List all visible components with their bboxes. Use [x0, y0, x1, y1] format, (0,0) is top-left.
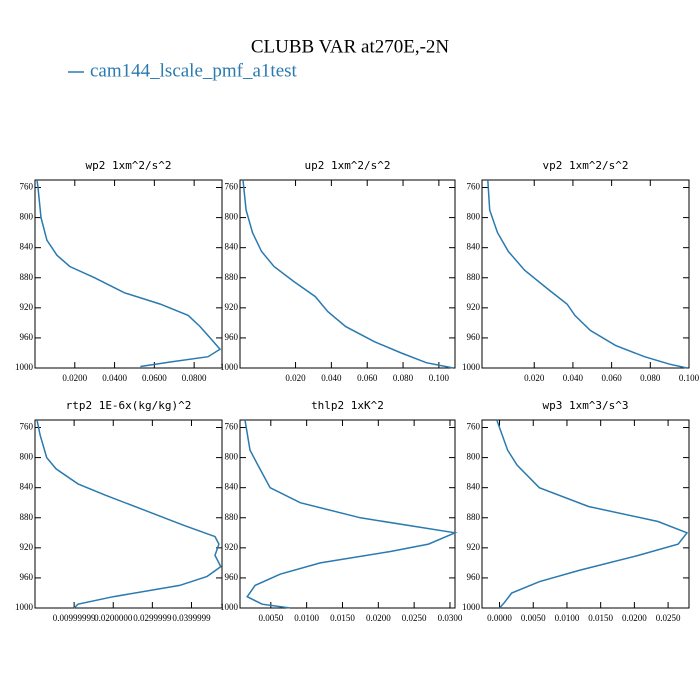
y-tick-label: 760 — [467, 182, 481, 192]
x-tick-label: 0.0100 — [294, 613, 319, 623]
y-tick-label: 1000 — [15, 362, 34, 372]
y-tick-label: 760 — [467, 422, 481, 432]
plot-frame — [481, 179, 690, 369]
y-tick-label: 840 — [20, 242, 34, 252]
x-tick-label: 0.0600 — [142, 373, 167, 383]
y-tick-label: 760 — [20, 182, 34, 192]
plot-frame — [481, 419, 690, 609]
plot-frame — [239, 419, 456, 609]
x-tick-label: 0.0050 — [258, 613, 283, 623]
y-tick-label: 880 — [225, 512, 239, 522]
y-tick-label: 880 — [20, 512, 34, 522]
x-tick-label: 0.0200000 — [94, 613, 133, 623]
panel-title: vp2 1xm^2/s^2 — [542, 159, 628, 172]
y-tick-label: 760 — [225, 182, 239, 192]
x-tick-label: 0.040 — [563, 373, 584, 383]
x-tick-label: 0.080 — [640, 373, 661, 383]
y-tick-label: 880 — [467, 512, 481, 522]
y-tick-label: 760 — [225, 422, 239, 432]
panel-title: rtp2 1E-6x(kg/kg)^2 — [66, 399, 192, 412]
y-tick-label: 840 — [20, 482, 34, 492]
y-tick-label: 960 — [20, 332, 34, 342]
x-tick-label: 0.100 — [429, 373, 450, 383]
y-tick-label: 960 — [467, 572, 481, 582]
x-tick-label: 0.0399999 — [172, 613, 211, 623]
y-tick-label: 800 — [467, 212, 481, 222]
profile-line — [242, 179, 454, 369]
panel-title: thlp2 1xK^2 — [311, 399, 384, 412]
x-tick-label: 0.060 — [357, 373, 378, 383]
profile-line — [244, 419, 458, 609]
x-tick-label: 0.00999999 — [53, 613, 96, 623]
y-tick-label: 960 — [225, 332, 239, 342]
y-tick-label: 960 — [225, 572, 239, 582]
x-tick-label: 0.080 — [393, 373, 414, 383]
y-tick-label: 920 — [467, 302, 481, 312]
profile-line — [36, 419, 222, 609]
y-tick-label: 840 — [467, 242, 481, 252]
x-tick-label: 0.0250 — [656, 613, 681, 623]
figure-title: CLUBB VAR at270E,-2N — [251, 36, 450, 57]
y-tick-label: 1000 — [220, 362, 239, 372]
y-tick-label: 760 — [20, 422, 34, 432]
x-tick-label: 0.0250 — [402, 613, 427, 623]
x-tick-label: 0.0300 — [438, 613, 463, 623]
x-tick-label: 0.0200 — [622, 613, 647, 623]
y-tick-label: 880 — [20, 272, 34, 282]
y-tick-label: 1000 — [15, 602, 34, 612]
x-tick-label: 0.060 — [601, 373, 622, 383]
profile-line — [487, 179, 688, 369]
y-tick-label: 880 — [467, 272, 481, 282]
x-tick-label: 0.100 — [679, 373, 700, 383]
y-tick-label: 920 — [225, 542, 239, 552]
plot-frame — [34, 419, 223, 609]
y-tick-label: 1000 — [462, 362, 481, 372]
x-tick-label: 0.040 — [321, 373, 342, 383]
y-tick-label: 840 — [225, 242, 239, 252]
y-tick-label: 960 — [20, 572, 34, 582]
profile-line — [36, 179, 222, 368]
y-tick-label: 920 — [467, 542, 481, 552]
x-tick-label: 0.0150 — [588, 613, 613, 623]
x-tick-label: 0.0800 — [182, 373, 207, 383]
x-tick-label: 0.0150 — [330, 613, 355, 623]
panel-title: wp2 1xm^2/s^2 — [85, 159, 171, 172]
panel-title: wp3 1xm^3/s^3 — [542, 399, 628, 412]
y-tick-label: 920 — [225, 302, 239, 312]
y-tick-label: 840 — [225, 482, 239, 492]
x-tick-label: 0.0050 — [521, 613, 546, 623]
y-tick-label: 800 — [20, 452, 34, 462]
y-tick-label: 800 — [225, 452, 239, 462]
x-tick-label: 0.0400 — [102, 373, 127, 383]
x-tick-label: 0.020 — [285, 373, 306, 383]
x-tick-label: 0.0299999 — [133, 613, 172, 623]
y-tick-label: 800 — [225, 212, 239, 222]
profile-line — [496, 419, 689, 609]
x-tick-label: 0.0200 — [366, 613, 391, 623]
y-tick-label: 1000 — [220, 602, 239, 612]
y-tick-label: 920 — [20, 542, 34, 552]
x-tick-label: 0.0000 — [487, 613, 512, 623]
y-tick-label: 800 — [467, 452, 481, 462]
plot-frame — [34, 179, 223, 369]
panel-title: up2 1xm^2/s^2 — [304, 159, 390, 172]
y-tick-label: 880 — [225, 272, 239, 282]
y-tick-label: 840 — [467, 482, 481, 492]
x-tick-label: 0.020 — [524, 373, 545, 383]
y-tick-label: 960 — [467, 332, 481, 342]
y-tick-label: 920 — [20, 302, 34, 312]
y-tick-label: 1000 — [462, 602, 481, 612]
y-tick-label: 800 — [20, 212, 34, 222]
x-tick-label: 0.0100 — [555, 613, 580, 623]
legend-label: cam144_lscale_pmf_a1test — [90, 60, 298, 81]
x-tick-label: 0.0200 — [62, 373, 87, 383]
plot-frame — [239, 179, 456, 369]
